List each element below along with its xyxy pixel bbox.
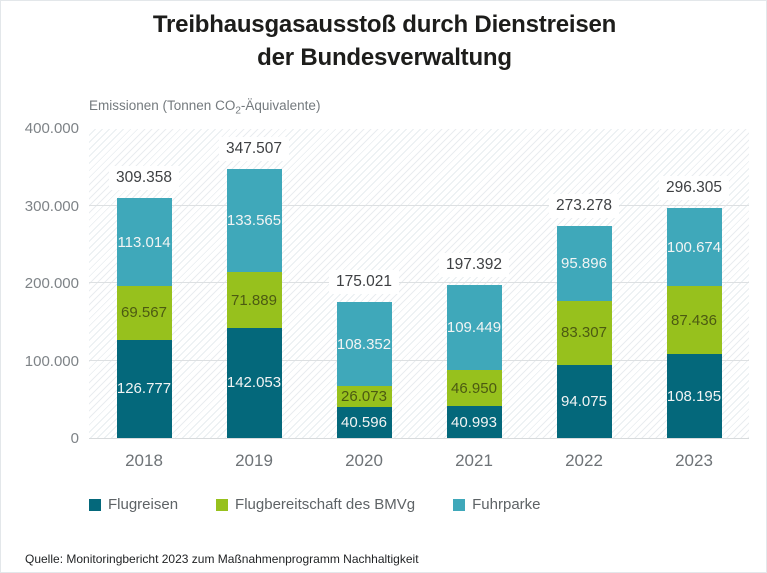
segment-value-label: 100.674 <box>666 238 722 256</box>
bar-segment-2022-series2: 95.896 <box>556 226 612 301</box>
chart-title-line2: der Bundesverwaltung <box>257 44 512 71</box>
legend-item: Flugbereitschaft des BMVg <box>216 496 415 513</box>
bar-segment-2020-series1: 26.073 <box>336 386 392 407</box>
segment-value-label: 40.596 <box>341 413 387 431</box>
legend-swatch-icon <box>216 498 229 511</box>
legend: Flugreisen Flugbereitschaft des BMVg Fuhrp… <box>89 496 541 513</box>
x-axis-label-2020: 2020 <box>345 451 383 470</box>
bar-segment-2021-series2: 109.449 <box>446 285 502 370</box>
total-value-label-2020: 175.021 <box>328 270 400 295</box>
legend-label: Fuhrparke <box>472 496 541 513</box>
bar-segment-2020-series0: 40.596 <box>336 406 392 438</box>
bar-segment-2018-series0: 126.777 <box>116 339 172 438</box>
bar-segment-2019-series2: 133.565 <box>226 168 282 273</box>
segment-value-label: 83.307 <box>561 324 607 342</box>
segment-value-label: 26.073 <box>341 387 387 405</box>
segment-value-label: 142.053 <box>226 374 282 392</box>
legend-item: Flugreisen <box>89 496 178 513</box>
segment-value-label: 113.014 <box>117 233 171 251</box>
y-tick-label: 200.000 <box>24 275 79 292</box>
segment-value-label: 71.889 <box>231 291 277 309</box>
y-tick-label: 0 <box>70 430 79 447</box>
segment-value-label: 94.075 <box>561 393 607 411</box>
total-value-label-2021: 197.392 <box>438 253 510 278</box>
x-axis-label-2021: 2021 <box>455 451 493 470</box>
legend-swatch-icon <box>453 498 466 511</box>
segment-value-label: 69.567 <box>121 304 167 322</box>
y-tick-label: 100.000 <box>24 352 79 370</box>
bar-segment-2019-series1: 71.889 <box>226 272 282 328</box>
bar-segment-2022-series0: 94.075 <box>556 365 612 438</box>
gridline-200000 <box>89 282 749 283</box>
total-value-label-2022: 273.278 <box>548 194 620 219</box>
legend-item: Fuhrparke <box>453 496 541 513</box>
total-value-label-2018: 309.358 <box>108 166 180 191</box>
source-note: Quelle: Monitoringbericht 2023 zum Maßna… <box>25 552 419 566</box>
gridline-300000 <box>89 204 749 206</box>
bar-segment-2018-series2: 113.014 <box>116 198 172 286</box>
segment-value-label: 109.449 <box>446 318 502 336</box>
bar-segment-2023-series1: 87.436 <box>666 286 722 355</box>
bar-segment-2019-series0: 142.053 <box>226 327 282 438</box>
legend-label: Flugreisen <box>108 496 179 513</box>
y-tick-label: 400.000 <box>24 120 79 137</box>
segment-value-label: 133.565 <box>226 211 282 229</box>
segment-value-label: 95.896 <box>561 254 607 272</box>
x-axis-label-2018: 2018 <box>125 451 163 470</box>
segment-value-label: 108.195 <box>666 387 722 405</box>
segment-value-label: 46.950 <box>451 379 497 397</box>
gridline-100000 <box>89 359 749 361</box>
legend-label: Flugbereitschaft des BMVg <box>235 496 416 513</box>
chart-title: Treibhausgasausstoß durch Dienstreisen d… <box>1 8 767 74</box>
bar-segment-2018-series1: 69.567 <box>116 285 172 340</box>
legend-swatch-icon <box>89 498 101 511</box>
x-axis-label-2022: 2022 <box>565 451 603 470</box>
total-value-label-2023: 296.305 <box>658 176 730 201</box>
chart-title-line1: Treibhausgasausstoß durch Dienstreisen <box>152 11 617 38</box>
y-tick-label: 300.000 <box>24 197 79 215</box>
bar-segment-2022-series1: 83.307 <box>556 300 612 366</box>
bar-segment-2021-series0: 40.993 <box>446 406 502 438</box>
segment-value-label: 87.436 <box>671 311 717 329</box>
segment-value-label: 126.777 <box>116 380 172 398</box>
x-axis-label-2019: 2019 <box>235 451 273 470</box>
bar-segment-2023-series2: 100.674 <box>666 208 722 287</box>
y-axis-unit-label: Emissionen (Tonnen CO2-Äquivalente) <box>89 98 321 117</box>
plot-area: 126.777 69.567 113.014 142.053 71.889 133.565… <box>89 129 749 439</box>
bar-segment-2020-series2: 108.352 <box>336 302 392 387</box>
segment-value-label: 108.352 <box>336 335 392 353</box>
x-axis-label-2023: 2023 <box>675 451 713 470</box>
total-value-label-2019: 347.507 <box>218 136 290 161</box>
segment-value-label: 40.993 <box>451 413 497 431</box>
bar-segment-2023-series0: 108.195 <box>666 354 722 438</box>
bar-segment-2021-series1: 46.950 <box>446 369 502 407</box>
